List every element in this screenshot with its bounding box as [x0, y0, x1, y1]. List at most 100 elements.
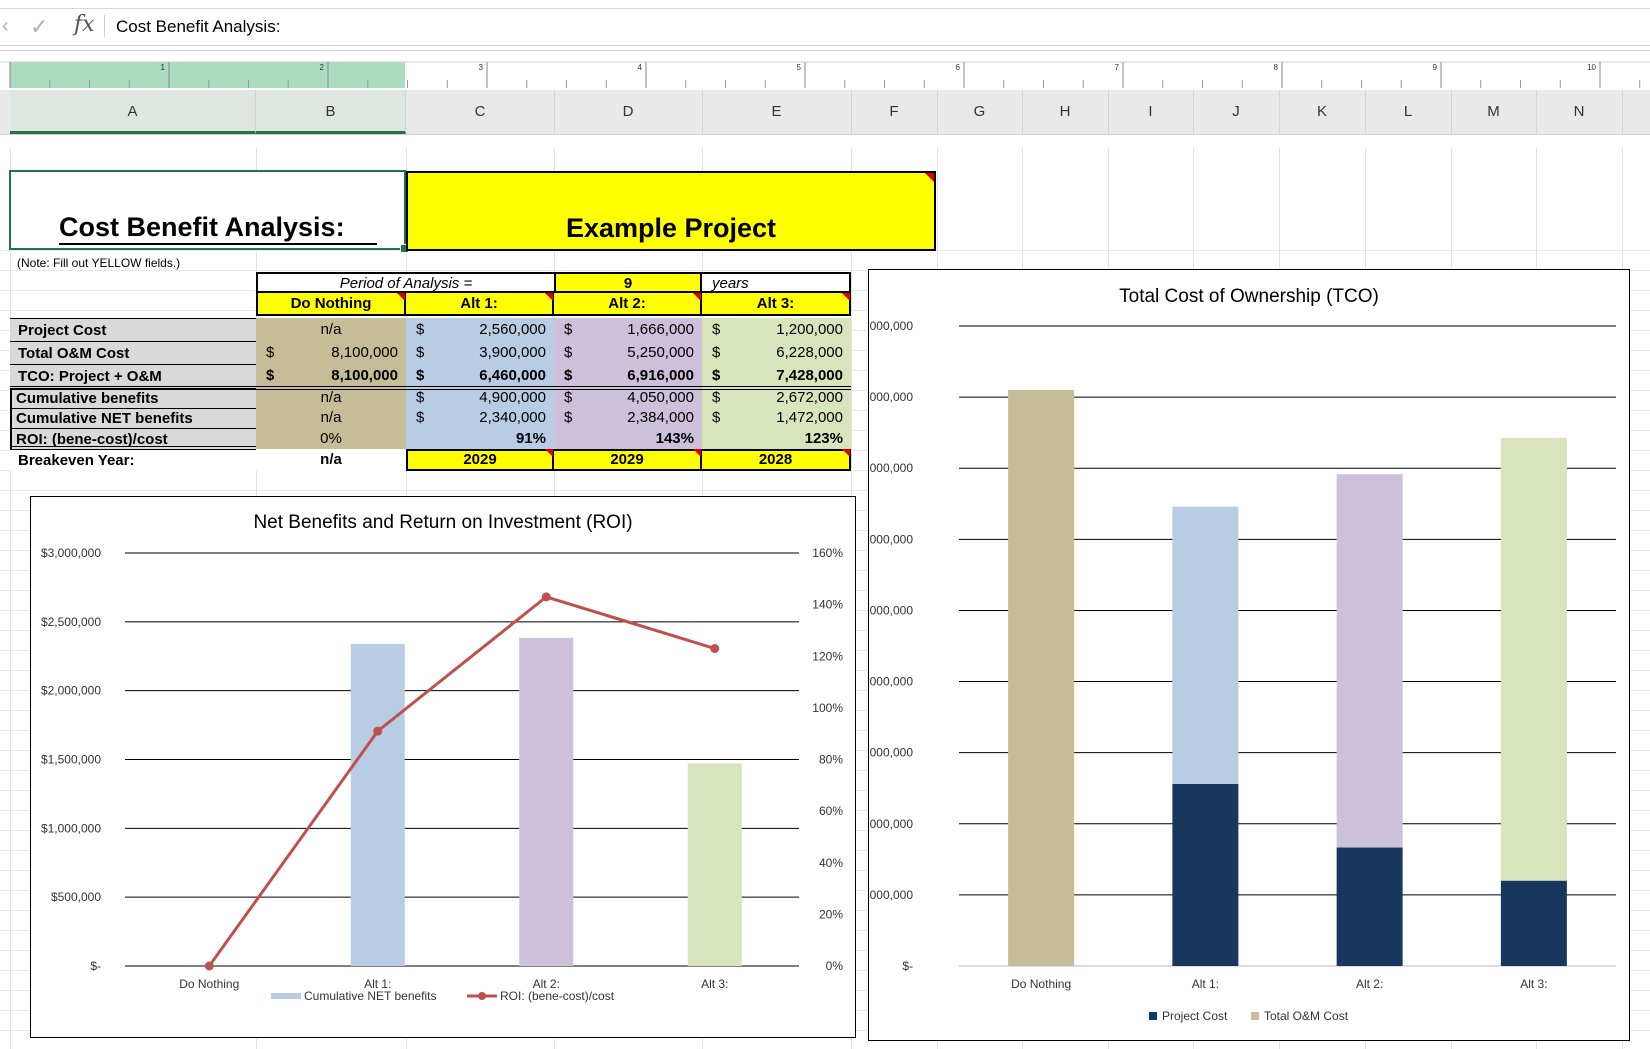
column-header-l[interactable]: L [1365, 90, 1452, 134]
grid-row-line [0, 270, 1650, 271]
cell-c-3: 4,900,000 [406, 388, 554, 408]
cell-e-5: 123% [702, 428, 851, 449]
cell-d-dollar-1: $ [564, 344, 573, 361]
cell-e-3: 2,672,000 [702, 388, 851, 408]
cell-c-dollar-2: $ [416, 367, 425, 384]
row-label-6: Breakeven Year: [10, 449, 256, 471]
cell-d-1: 5,250,000 [554, 341, 702, 364]
cell-d-3: 4,050,000 [554, 388, 702, 408]
y-tick-label: $2,500,000 [41, 615, 101, 629]
y-tick-label: $500,000 [51, 890, 101, 904]
cell-b-4: n/a [256, 408, 406, 428]
x-tick-label: Alt 2: [533, 977, 560, 991]
column-header-h[interactable]: H [1022, 90, 1109, 134]
chart-title: Total Cost of Ownership (TCO) [1119, 286, 1379, 307]
column-header-j[interactable]: J [1193, 90, 1280, 134]
column-header-g[interactable]: G [937, 90, 1023, 134]
period-unit: years [702, 272, 851, 293]
y-tick-label: $2,000,000 [869, 817, 913, 831]
ruler-label: 7 [1115, 63, 1120, 72]
cancel-icon[interactable]: ‹ [2, 15, 9, 37]
cell-d-dollar-2: $ [564, 367, 573, 384]
cell-e-dollar-3: $ [712, 389, 721, 406]
column-header-a[interactable]: A [10, 90, 256, 134]
y-tick-label: $- [90, 959, 101, 973]
ruler-label: 6 [956, 63, 961, 72]
cell-c-dollar-4: $ [416, 409, 425, 426]
tco-chart[interactable]: Total Cost of Ownership (TCO) $- $1,000,00… [853, 269, 1630, 1041]
column-header-k[interactable]: K [1279, 90, 1366, 134]
header-1: Alt 1: [406, 293, 554, 316]
legend-label-net-benefits: Cumulative NET benefits [304, 989, 437, 1003]
legend-swatch-project-cost [1149, 1012, 1157, 1020]
legend-label-project-cost: Project Cost [1162, 1009, 1228, 1023]
cell-b-5: 0% [256, 428, 406, 449]
column-header-i[interactable]: I [1108, 90, 1194, 134]
project-name-cell[interactable]: Example Project [406, 171, 936, 251]
bar-project-cost [1172, 783, 1239, 966]
row-border [10, 446, 256, 447]
x-tick-label: Alt 1: [1192, 977, 1219, 991]
y2-tick-label: 0% [826, 959, 844, 973]
comment-indicator [842, 449, 850, 457]
column-header-c[interactable]: C [406, 90, 555, 134]
cell-d-4: 2,384,000 [554, 408, 702, 428]
bar-om-cost [1500, 437, 1567, 881]
ruler-label: 10 [1587, 63, 1596, 72]
comment-indicator [545, 449, 553, 457]
bar-om-cost [1008, 390, 1075, 966]
sheet-title: Cost Benefit Analysis: [59, 212, 377, 245]
column-header-m[interactable]: M [1451, 90, 1537, 134]
comment-indicator [925, 173, 934, 182]
roi-line [208, 595, 716, 967]
formula-input[interactable]: Cost Benefit Analysis: [116, 17, 281, 36]
cell-e-2: 7,428,000 [702, 364, 851, 388]
chart-title: Net Benefits and Return on Investment (R… [253, 512, 632, 533]
roi-point [710, 644, 720, 654]
cell-c-dollar-0: $ [416, 321, 425, 338]
cell-e-dollar-1: $ [712, 344, 721, 361]
ruler-label: 2 [320, 63, 325, 72]
cell-c-dollar-3: $ [416, 389, 425, 406]
cell-e-dollar-4: $ [712, 409, 721, 426]
comment-indicator [693, 449, 701, 457]
y-tick-label: $2,000,000 [41, 684, 101, 698]
bar-net-benefits [350, 643, 405, 966]
y-tick-label: $6,000,000 [869, 532, 913, 546]
project-name: Example Project [565, 213, 777, 243]
function-icon[interactable]: fx [74, 12, 95, 37]
ruler-label: 4 [638, 63, 643, 72]
roi-point [541, 592, 551, 602]
x-tick-label: Do Nothing [1011, 977, 1071, 991]
cell-c-4: 2,340,000 [406, 408, 554, 428]
row-label-3: Cumulative benefits [10, 388, 256, 408]
cell-b-0: n/a [256, 318, 406, 341]
confirm-check-icon[interactable]: ✓ [30, 14, 49, 39]
column-header-e[interactable]: E [702, 90, 852, 134]
ruler-graphic: 1 2 3 4 5 6 7 8 9 10 [0, 61, 1650, 88]
tco-svg: Total Cost of Ownership (TCO) $- $1,000,00… [853, 286, 1616, 1023]
comment-indicator [397, 293, 405, 301]
bar-om-cost [1172, 506, 1239, 784]
y-tick-label: $5,000,000 [869, 603, 913, 617]
cell-d-6: 2029 [554, 449, 702, 471]
column-header-f[interactable]: F [851, 90, 938, 134]
x-tick-label: Alt 3: [1520, 977, 1547, 991]
column-header-b[interactable]: B [256, 90, 406, 134]
net-benefits-roi-chart[interactable]: Net Benefits and Return on Investment (R… [30, 496, 856, 1038]
cell-d-2: 6,916,000 [554, 364, 702, 388]
cell-e-6: 2028 [702, 449, 851, 471]
title-cell[interactable]: Cost Benefit Analysis: [9, 170, 409, 253]
roi-point [373, 726, 383, 736]
bar-net-benefits [519, 637, 574, 966]
column-header-n[interactable]: N [1536, 90, 1623, 134]
row-label-2: TCO: Project + O&M [10, 364, 256, 388]
period-label: Period of Analysis = [256, 272, 554, 293]
header-0: Do Nothing [256, 293, 406, 316]
cell-e-0: 1,200,000 [702, 318, 851, 341]
roi-point [204, 961, 214, 971]
x-tick-label: Alt 1: [364, 977, 391, 991]
row-label-5: ROI: (bene-cost)/cost [10, 428, 256, 449]
ruler-label: 1 [161, 63, 166, 72]
column-header-d[interactable]: D [554, 90, 703, 134]
